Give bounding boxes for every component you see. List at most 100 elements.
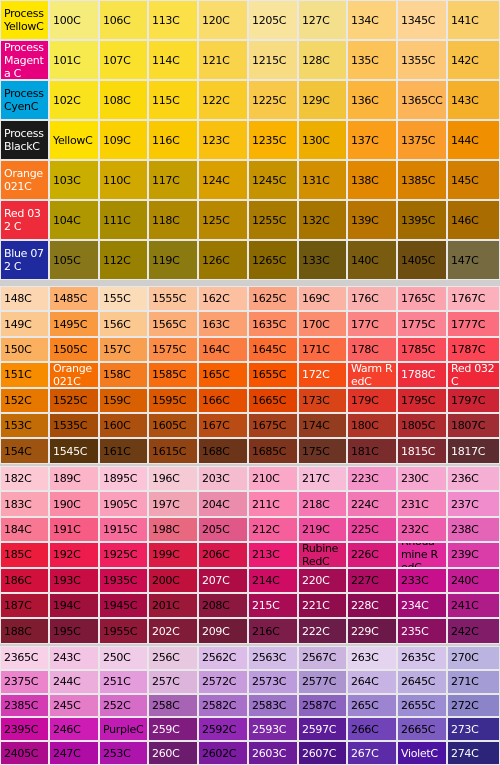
swatch-222c: 222C — [298, 618, 347, 644]
swatch-263c: 263C — [347, 646, 397, 670]
swatch-125c: 125C — [198, 200, 248, 240]
swatch-211c: 211C — [248, 491, 298, 517]
swatch-137c: 137C — [347, 120, 397, 160]
swatch-243c: 243C — [49, 646, 99, 670]
swatch-104c: 104C — [49, 200, 99, 240]
swatch-1345c: 1345C — [397, 0, 447, 40]
swatch-177c: 177C — [347, 311, 397, 337]
swatch-1797c: 1797C — [447, 387, 500, 413]
swatch-1915c: 1915C — [99, 516, 148, 543]
swatch-163c: 163C — [198, 311, 248, 337]
swatch-1485c: 1485C — [49, 286, 99, 312]
swatch-118c: 118C — [148, 200, 198, 240]
swatch-1615c: 1615C — [148, 438, 198, 464]
swatch-1555c: 1555C — [148, 286, 198, 312]
swatch-179c: 179C — [347, 387, 397, 413]
swatch-1777c: 1777C — [447, 311, 500, 337]
swatch-252c: 252C — [99, 693, 148, 718]
swatch-178c: 178C — [347, 336, 397, 363]
swatch-138c: 138C — [347, 160, 397, 200]
swatch-2593c: 2593C — [248, 717, 298, 742]
swatch-159c: 159C — [99, 387, 148, 413]
swatch-216c: 216C — [248, 618, 298, 644]
swatch-1505c: 1505C — [49, 336, 99, 363]
swatch-111c: 111C — [99, 200, 148, 240]
swatch-174c: 174C — [298, 413, 347, 439]
swatch-214c: 214C — [248, 567, 298, 593]
swatch-199c: 199C — [148, 542, 198, 568]
swatch-158c: 158C — [99, 362, 148, 388]
swatch-1795c: 1795C — [397, 387, 447, 413]
swatch-251c: 251C — [99, 669, 148, 694]
swatch-132c: 132C — [298, 200, 347, 240]
swatch-185c: 185C — [0, 542, 49, 568]
swatch-207c: 207C — [198, 567, 248, 593]
swatch-190c: 190C — [49, 491, 99, 517]
swatch-2602c: 2602C — [198, 741, 248, 765]
swatch-231c: 231C — [397, 491, 447, 517]
swatch-2573c: 2573C — [248, 669, 298, 694]
swatch-105c: 105C — [49, 240, 99, 280]
swatch-246c: 246C — [49, 717, 99, 742]
swatch-142c: 142C — [447, 40, 500, 80]
swatch-1675c: 1675C — [248, 413, 298, 439]
swatch-100c: 100C — [49, 0, 99, 40]
swatch-157c: 157C — [99, 336, 148, 363]
swatch-1785c: 1785C — [397, 336, 447, 363]
swatch-218c: 218C — [298, 491, 347, 517]
swatch-1565c: 1565C — [148, 311, 198, 337]
swatch-181c: 181C — [347, 438, 397, 464]
swatch-266c: 266C — [347, 717, 397, 742]
swatch-144c: 144C — [447, 120, 500, 160]
swatch-rubine-redc: Rubine RedC — [298, 542, 347, 568]
swatch-223c: 223C — [347, 466, 397, 492]
swatch-153c: 153C — [0, 413, 49, 439]
swatch-101c: 101C — [49, 40, 99, 80]
swatch-2405c: 2405C — [0, 741, 49, 765]
swatch-120c: 120C — [198, 0, 248, 40]
swatch-1815c: 1815C — [397, 438, 447, 464]
swatch-273c: 273C — [447, 717, 500, 742]
swatch-270c: 270C — [447, 646, 500, 670]
swatch-150c: 150C — [0, 336, 49, 363]
swatch-197c: 197C — [148, 491, 198, 517]
swatch-1625c: 1625C — [248, 286, 298, 312]
swatch-188c: 188C — [0, 618, 49, 644]
swatch-108c: 108C — [99, 80, 148, 120]
swatch-238c: 238C — [447, 516, 500, 543]
swatch-process-yellowc: Process YellowC — [0, 0, 49, 40]
swatch-210c: 210C — [248, 466, 298, 492]
swatch-256c: 256C — [148, 646, 198, 670]
swatch-152c: 152C — [0, 387, 49, 413]
swatch-1807c: 1807C — [447, 413, 500, 439]
swatch-2375c: 2375C — [0, 669, 49, 694]
swatch-208c: 208C — [198, 593, 248, 619]
swatch-process-blackc: Process BlackC — [0, 120, 49, 160]
swatch-1945c: 1945C — [99, 593, 148, 619]
swatch-2395c: 2395C — [0, 717, 49, 742]
swatch-230c: 230C — [397, 466, 447, 492]
swatch-117c: 117C — [148, 160, 198, 200]
swatch-140c: 140C — [347, 240, 397, 280]
swatch-2365c: 2365C — [0, 646, 49, 670]
swatch-166c: 166C — [198, 387, 248, 413]
swatch-1265c: 1265C — [248, 240, 298, 280]
swatch-237c: 237C — [447, 491, 500, 517]
swatch-202c: 202C — [148, 618, 198, 644]
swatch-149c: 149C — [0, 311, 49, 337]
swatch-161c: 161C — [99, 438, 148, 464]
swatch-2587c: 2587C — [298, 693, 347, 718]
swatch-1665c: 1665C — [248, 387, 298, 413]
swatch-121c: 121C — [198, 40, 248, 80]
swatch-259c: 259C — [148, 717, 198, 742]
swatch-236c: 236C — [447, 466, 500, 492]
swatch-227c: 227C — [347, 567, 397, 593]
swatch-2665c: 2665C — [397, 717, 447, 742]
swatch-257c: 257C — [148, 669, 198, 694]
swatch-warm-redc: Warm RedC — [347, 362, 397, 388]
swatch-204c: 204C — [198, 491, 248, 517]
swatch-212c: 212C — [248, 516, 298, 543]
swatch-234c: 234C — [397, 593, 447, 619]
swatch-196c: 196C — [148, 466, 198, 492]
swatch-1365cc: 1365CC — [397, 80, 447, 120]
